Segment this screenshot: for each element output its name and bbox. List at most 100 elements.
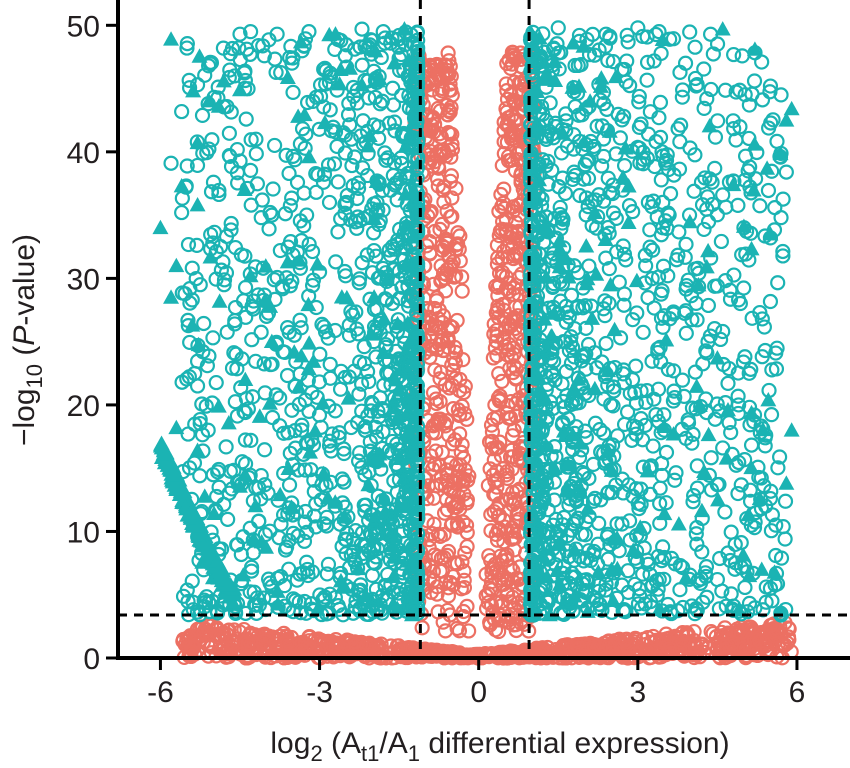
significant-point — [673, 117, 689, 133]
significant-point — [223, 215, 239, 232]
significant-point — [667, 472, 683, 488]
significant-point — [637, 596, 653, 612]
significant-point — [640, 289, 656, 306]
significant-point — [523, 320, 540, 336]
significant-point — [236, 181, 253, 196]
significant-point — [616, 158, 633, 174]
nonsignificant-point — [268, 640, 284, 656]
significant-point — [386, 473, 402, 489]
significant-point — [558, 122, 574, 138]
significant-point — [196, 315, 212, 332]
significant-point — [586, 141, 602, 157]
significant-point — [296, 38, 312, 54]
nonsignificant-point — [487, 340, 503, 356]
nonsignificant-point — [429, 341, 445, 357]
significant-point — [396, 125, 412, 142]
nonsignificant-point — [220, 635, 236, 651]
nonsignificant-point — [428, 395, 444, 412]
significant-point — [569, 300, 585, 316]
significant-point — [550, 45, 566, 61]
nonsignificant-point — [780, 620, 797, 636]
significant-point — [349, 220, 365, 236]
significant-point — [678, 236, 694, 252]
nonsignificant-point — [441, 247, 457, 263]
significant-point — [197, 594, 214, 610]
significant-point — [656, 422, 672, 438]
significant-point — [189, 604, 206, 620]
significant-point — [242, 46, 258, 62]
significant-point — [620, 214, 637, 229]
significant-point — [657, 213, 674, 229]
nonsignificant-point — [752, 633, 768, 649]
significant-point — [715, 356, 732, 373]
significant-point — [320, 556, 337, 572]
significant-point — [210, 98, 227, 113]
significant-point — [316, 516, 332, 532]
significant-point — [707, 160, 723, 176]
nonsignificant-point — [502, 229, 518, 245]
significant-point — [639, 54, 656, 70]
significant-point — [618, 252, 634, 268]
nonsignificant-point — [452, 406, 468, 423]
significant-point — [763, 483, 779, 499]
significant-point — [616, 297, 632, 313]
significant-point — [402, 237, 418, 253]
nonsignificant-point — [501, 153, 517, 169]
significant-point — [179, 582, 195, 598]
significant-point — [700, 242, 717, 258]
significant-point — [619, 27, 635, 43]
significant-point — [743, 240, 760, 256]
significant-point — [537, 220, 554, 235]
significant-point — [672, 582, 688, 598]
significant-point — [523, 193, 539, 209]
significant-point — [638, 258, 654, 274]
significant-point — [275, 281, 291, 297]
significant-point — [655, 148, 671, 164]
nonsignificant-point — [437, 623, 454, 639]
significant-point — [532, 525, 549, 540]
significant-point — [662, 186, 679, 202]
significant-point — [300, 148, 317, 164]
significant-point — [337, 531, 353, 547]
significant-point — [686, 183, 702, 199]
significant-point — [374, 505, 390, 521]
significant-point — [235, 293, 252, 309]
significant-point — [220, 415, 237, 430]
nonsignificant-point — [504, 47, 521, 63]
significant-point — [292, 213, 308, 229]
significant-point — [251, 597, 267, 613]
significant-point — [293, 232, 310, 249]
significant-point — [279, 320, 296, 336]
significant-point — [409, 489, 425, 505]
significant-point — [293, 422, 310, 438]
significant-point — [637, 417, 653, 433]
nonsignificant-point — [185, 640, 202, 656]
significant-point — [549, 36, 565, 52]
significant-point — [684, 312, 700, 328]
nonsignificant-point — [489, 472, 505, 488]
significant-point — [597, 293, 613, 309]
significant-point — [399, 169, 415, 185]
significant-point — [189, 442, 206, 457]
significant-point — [243, 132, 259, 148]
significant-point — [631, 501, 647, 517]
significant-point — [678, 430, 694, 446]
significant-point — [570, 370, 586, 386]
significant-point — [377, 35, 393, 51]
significant-point — [574, 526, 590, 542]
significant-point — [616, 246, 633, 262]
significant-point — [272, 390, 288, 406]
nonsignificant-point — [489, 256, 506, 272]
significant-point — [295, 565, 311, 581]
significant-point — [574, 503, 590, 519]
significant-point — [368, 527, 384, 543]
significant-point — [249, 176, 265, 192]
significant-point — [189, 157, 206, 174]
significant-point — [284, 55, 300, 71]
significant-point — [331, 429, 347, 445]
significant-point — [730, 601, 747, 617]
significant-point — [279, 367, 296, 384]
nonsignificant-point — [443, 82, 459, 98]
nonsignificant-point — [448, 180, 464, 197]
significant-point — [281, 477, 298, 493]
